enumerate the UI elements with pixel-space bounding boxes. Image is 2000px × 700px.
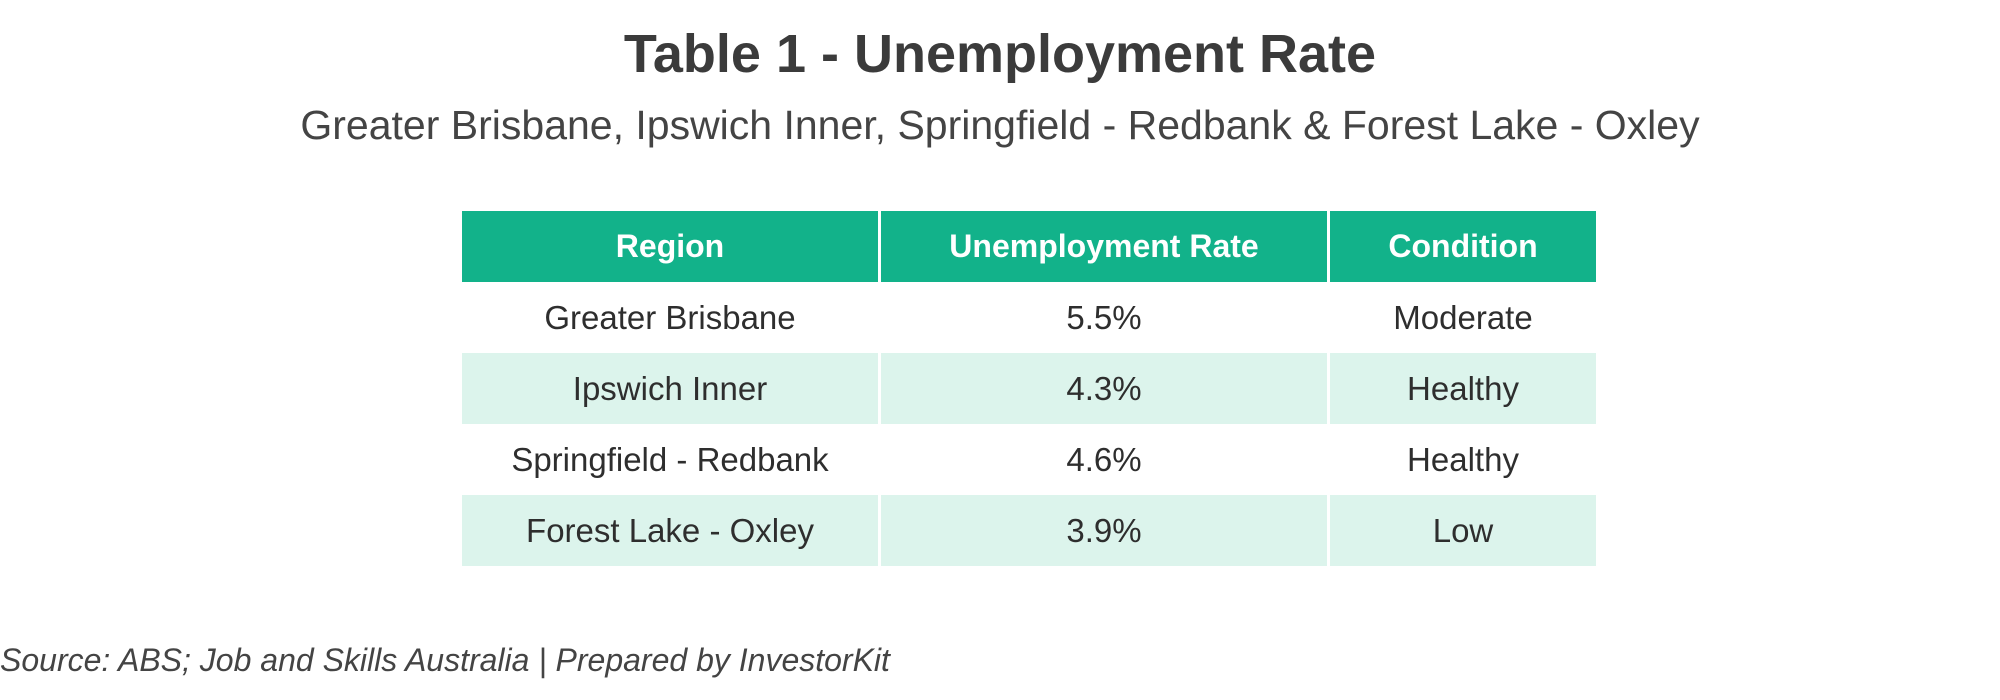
unemployment-table: Region Unemployment Rate Condition Great… bbox=[462, 211, 1596, 566]
table-title: Table 1 - Unemployment Rate bbox=[623, 24, 1377, 84]
cell-rate: 5.5% bbox=[878, 282, 1327, 353]
cell-condition: Healthy bbox=[1327, 353, 1596, 424]
cell-region: Greater Brisbane bbox=[462, 282, 878, 353]
cell-rate: 3.9% bbox=[878, 495, 1327, 566]
cell-region: Springfield - Redbank bbox=[462, 424, 878, 495]
cell-condition: Low bbox=[1327, 495, 1596, 566]
cell-region: Forest Lake - Oxley bbox=[462, 495, 878, 566]
table-row: Springfield - Redbank 4.6% Healthy bbox=[462, 424, 1596, 495]
cell-region: Ipswich Inner bbox=[462, 353, 878, 424]
table-row: Greater Brisbane 5.5% Moderate bbox=[462, 282, 1596, 353]
header-unemployment-rate: Unemployment Rate bbox=[878, 211, 1327, 282]
cell-condition: Moderate bbox=[1327, 282, 1596, 353]
table-row: Ipswich Inner 4.3% Healthy bbox=[462, 353, 1596, 424]
cell-condition: Healthy bbox=[1327, 424, 1596, 495]
cell-rate: 4.3% bbox=[878, 353, 1327, 424]
table-row: Forest Lake - Oxley 3.9% Low bbox=[462, 495, 1596, 566]
source-note: Source: ABS; Job and Skills Australia | … bbox=[0, 642, 890, 678]
header-condition: Condition bbox=[1327, 211, 1596, 282]
cell-rate: 4.6% bbox=[878, 424, 1327, 495]
table-subtitle: Greater Brisbane, Ipswich Inner, Springf… bbox=[300, 102, 1700, 148]
table-header-row: Region Unemployment Rate Condition bbox=[462, 211, 1596, 282]
header-region: Region bbox=[462, 211, 878, 282]
